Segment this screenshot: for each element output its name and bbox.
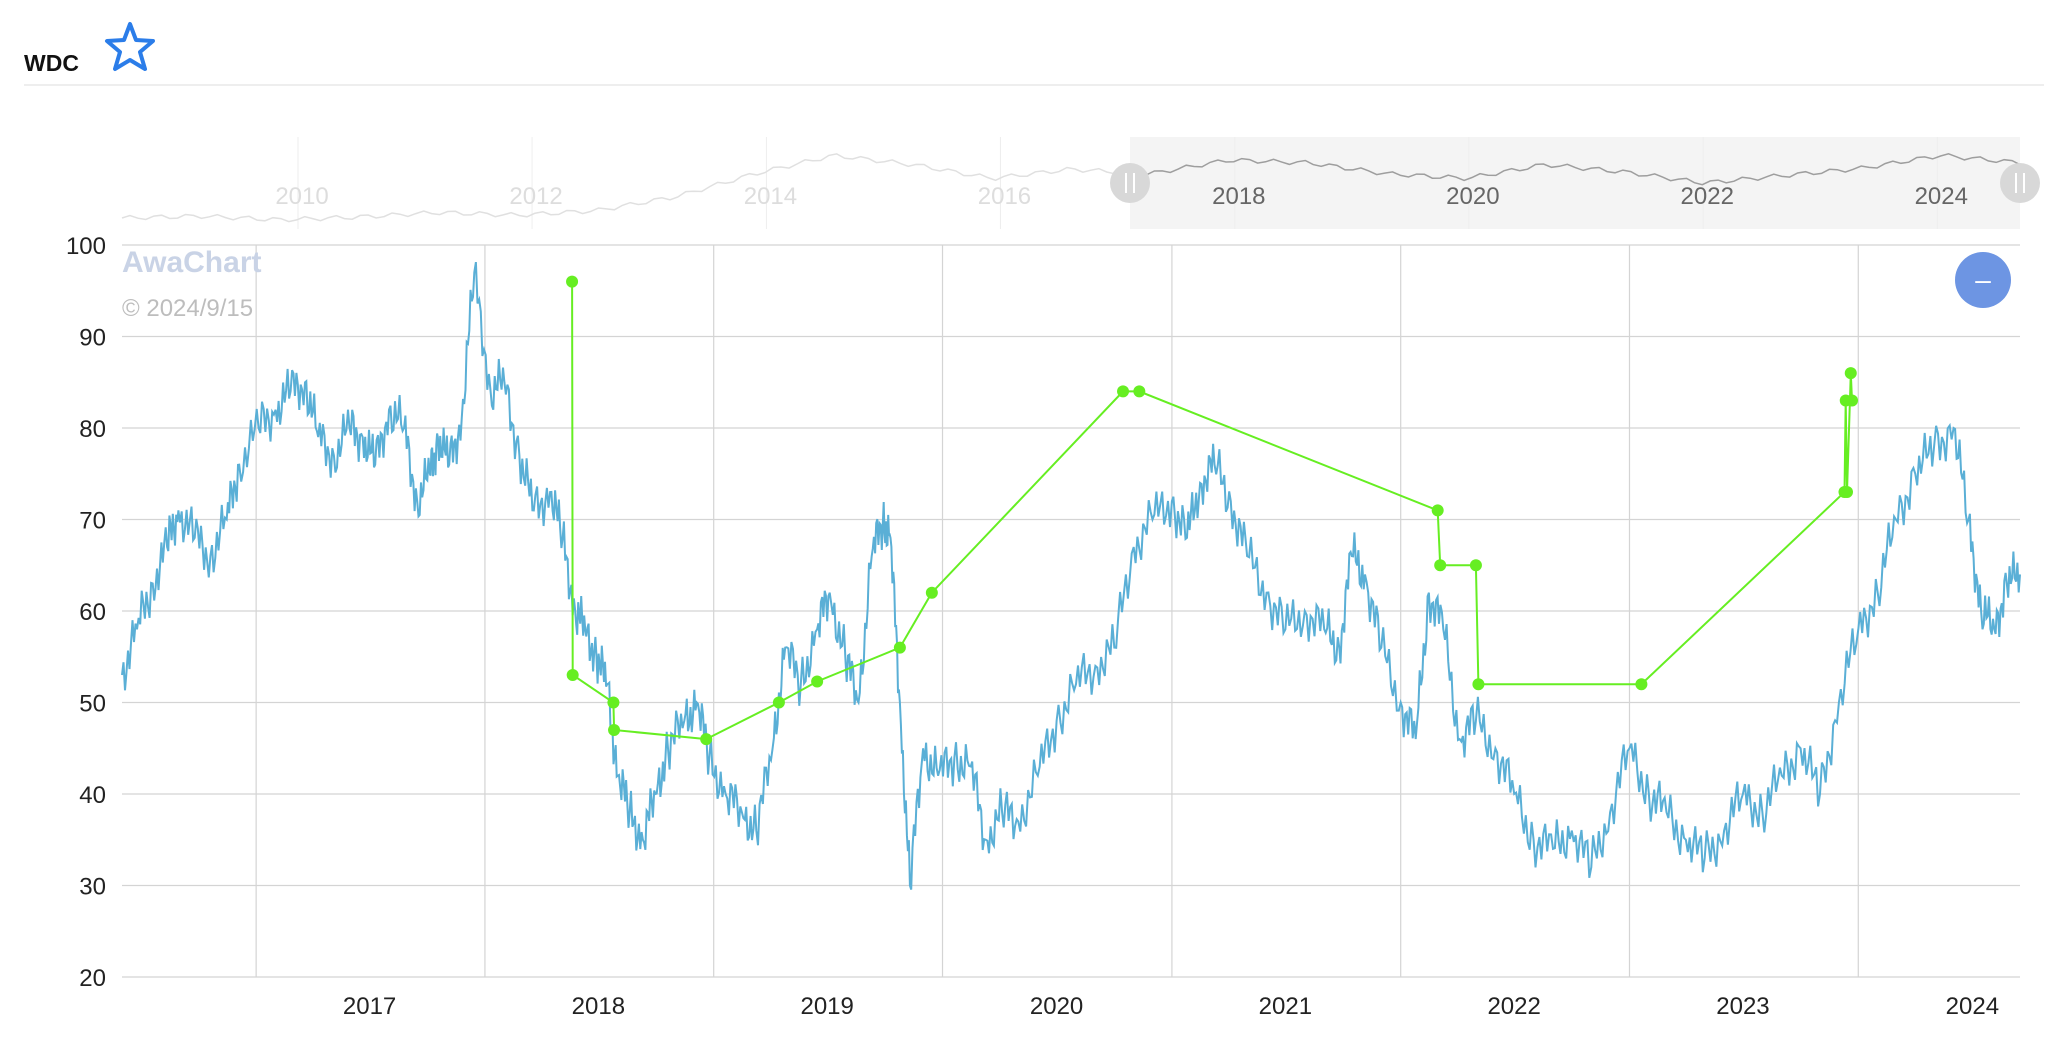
marker-point	[1844, 367, 1857, 380]
x-tick-label: 2023	[1716, 993, 1769, 1020]
y-tick-label: 40	[79, 782, 106, 809]
y-tick-label: 90	[79, 325, 106, 352]
y-tick-label: 50	[79, 691, 106, 718]
marker-point	[1117, 385, 1130, 398]
marker-point	[1840, 486, 1853, 499]
x-tick-label: 2017	[343, 993, 396, 1020]
navigator-year-label: 2022	[1681, 183, 1734, 210]
y-tick-label: 30	[79, 874, 106, 901]
marker-point	[925, 586, 938, 599]
marker-point	[1133, 385, 1146, 398]
navigator-line-unselected	[121, 153, 1115, 223]
marker-point	[1431, 504, 1444, 517]
watermark-brand: AwaChart	[122, 246, 261, 279]
marker-point	[700, 733, 713, 746]
x-tick-label: 2022	[1487, 993, 1540, 1020]
navigator-left-handle[interactable]	[1110, 163, 1150, 203]
ticker-symbol: WDC	[24, 50, 79, 76]
x-tick-label: 2018	[572, 993, 625, 1020]
minus-icon: –	[1975, 264, 1991, 295]
x-tick-label: 2019	[800, 993, 853, 1020]
x-tick-label: 2020	[1030, 993, 1083, 1020]
marker-point	[811, 675, 824, 688]
y-tick-label: 70	[79, 508, 106, 535]
zoom-out-button[interactable]: –	[1955, 252, 2011, 308]
navigator-right-handle[interactable]	[2000, 163, 2040, 203]
watermark-date: © 2024/9/15	[122, 295, 253, 322]
marker-point	[772, 696, 785, 709]
marker-point	[1434, 559, 1447, 572]
marker-point	[893, 641, 906, 654]
star-outline-icon[interactable]	[102, 20, 158, 76]
navigator-year-label: 2010	[275, 183, 328, 210]
y-tick-label: 60	[79, 599, 106, 626]
navigator-selection[interactable]	[1130, 137, 2020, 229]
navigator-year-label: 2024	[1915, 183, 1968, 210]
header: WDC	[24, 14, 2044, 86]
navigator-year-label: 2016	[978, 183, 1031, 210]
marker-point	[566, 275, 579, 288]
marker-point	[566, 669, 579, 682]
chart-grid	[122, 244, 2020, 978]
marker-point	[608, 723, 621, 736]
y-axis: 100 90 80 70 60 50 40 30 20	[66, 233, 106, 992]
marker-series-points	[566, 275, 1859, 746]
range-navigator[interactable]: 2010 2012 2014 2016 2018 2020 2022 2024	[121, 137, 2040, 229]
navigator-year-label: 2018	[1212, 183, 1265, 210]
navigator-line-selected	[1122, 153, 2021, 186]
marker-point	[1469, 559, 1482, 572]
x-axis: 2017 2018 2019 2020 2021 2022 2023 2024	[343, 993, 1999, 1020]
marker-point	[1472, 678, 1485, 691]
x-tick-label: 2024	[1946, 993, 1999, 1020]
y-tick-label: 80	[79, 416, 106, 443]
x-tick-label: 2021	[1259, 993, 1312, 1020]
navigator-year-label: 2020	[1446, 183, 1499, 210]
marker-point	[1635, 678, 1648, 691]
y-tick-label: 20	[79, 965, 106, 992]
price-series-line	[121, 261, 2021, 890]
navigator-year-label: 2012	[509, 183, 562, 210]
y-tick-label: 100	[66, 233, 106, 260]
marker-point	[607, 696, 620, 709]
marker-series-line	[571, 281, 1853, 741]
navigator-year-label: 2014	[744, 183, 797, 210]
marker-point	[1846, 394, 1859, 407]
